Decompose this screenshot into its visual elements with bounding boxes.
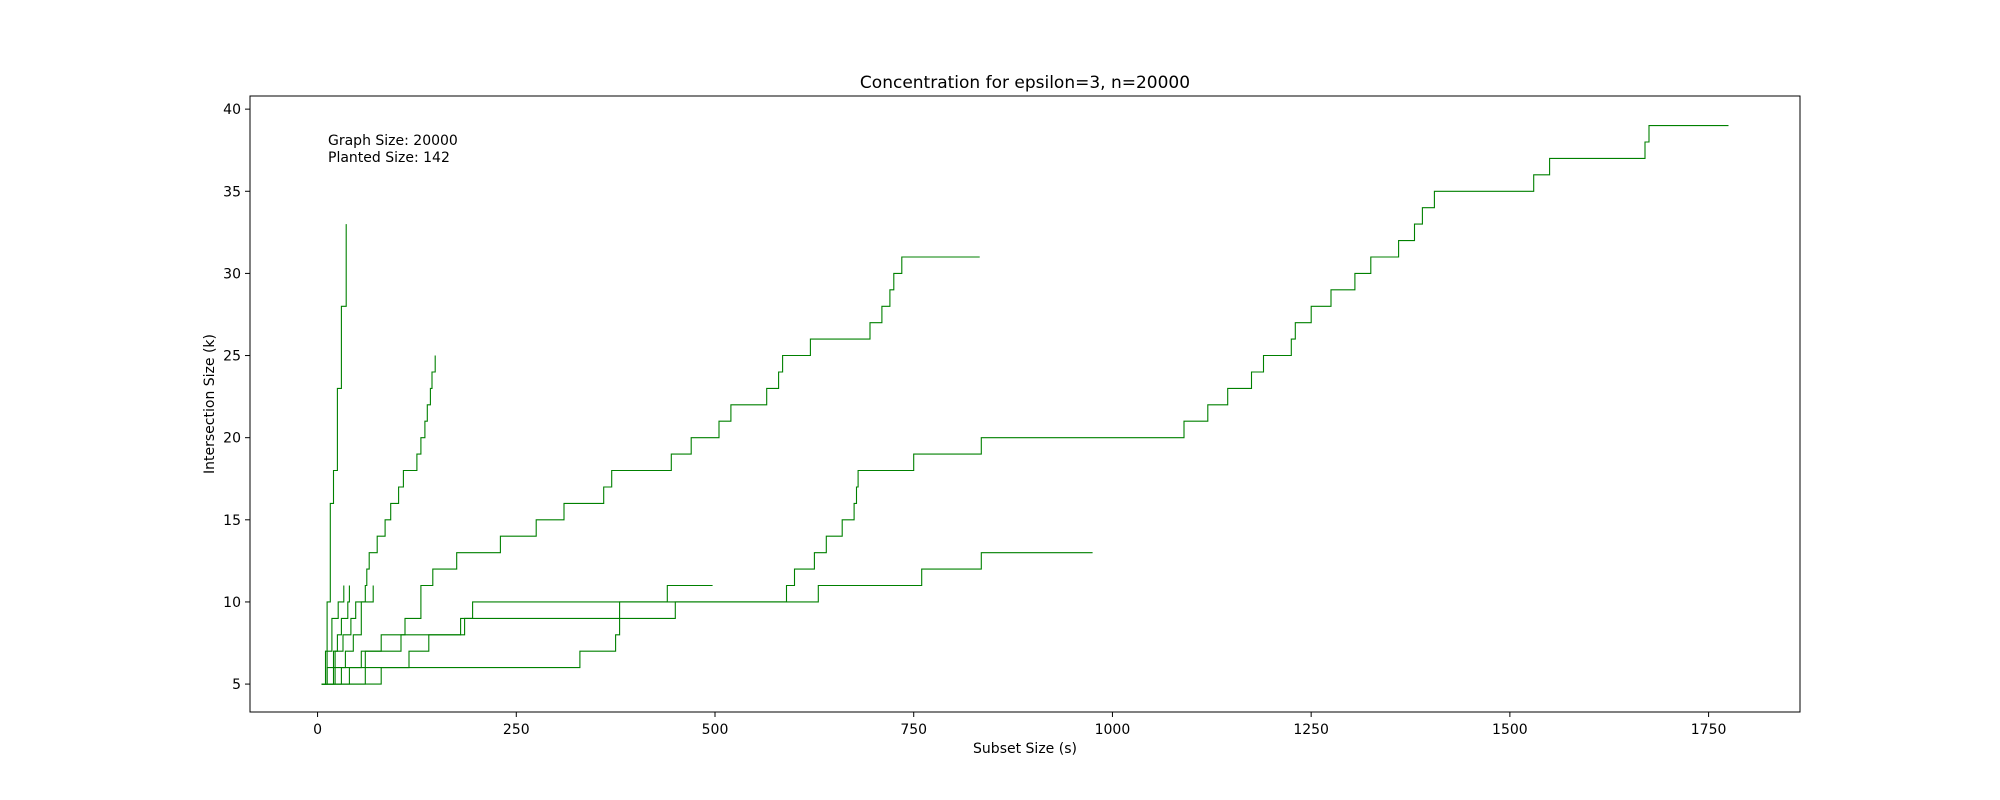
x-tick-label: 750 — [900, 722, 927, 738]
series-line-7 — [321, 584, 713, 685]
x-tick-label: 500 — [702, 722, 729, 738]
x-axis-label: Subset Size (s) — [973, 741, 1077, 757]
y-tick-label: 5 — [232, 677, 241, 693]
y-tick-label: 30 — [223, 266, 241, 282]
x-tick-label: 0 — [313, 722, 322, 738]
x-axis: 0 250 500 750 1000 1250 1500 1750 — [313, 712, 1726, 738]
plot-frame — [249, 95, 1801, 713]
plot-lines — [321, 125, 1729, 685]
series-line-8 — [321, 125, 1729, 685]
annotation-planted-size: Planted Size: 142 — [328, 150, 450, 166]
x-tick-label: 1000 — [1095, 722, 1131, 738]
y-tick-label: 35 — [223, 184, 241, 200]
y-axis: 5 10 15 20 25 30 35 40 — [223, 102, 250, 693]
x-tick-label: 1500 — [1492, 722, 1528, 738]
y-tick-label: 40 — [223, 102, 241, 118]
series-line-5 — [321, 355, 436, 685]
chart-title: Concentration for epsilon=3, n=20000 — [860, 73, 1190, 93]
y-axis-label: Intersection Size (k) — [202, 334, 218, 474]
x-tick-label: 1750 — [1691, 722, 1727, 738]
series-line-2 — [321, 585, 345, 685]
series-line-6 — [321, 256, 980, 685]
series-line-1 — [321, 224, 347, 685]
x-tick-label: 1250 — [1293, 722, 1329, 738]
y-tick-label: 20 — [223, 431, 241, 447]
series-line-3 — [321, 585, 350, 685]
series-line-9 — [321, 552, 1093, 685]
y-tick-label: 25 — [223, 349, 241, 365]
y-tick-label: 15 — [223, 513, 241, 529]
annotation-graph-size: Graph Size: 20000 — [328, 133, 458, 149]
x-tick-label: 250 — [503, 722, 530, 738]
y-tick-label: 10 — [223, 595, 241, 611]
